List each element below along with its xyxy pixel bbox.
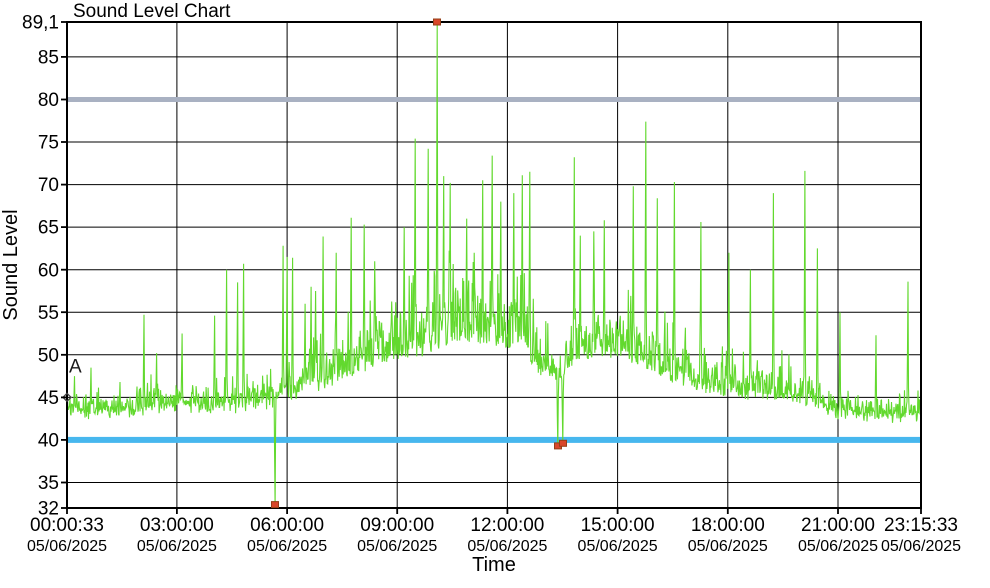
x-tick-date-label: 05/06/2025 [357,538,437,555]
lower-limit-line [67,436,921,443]
exceedance-marker[interactable] [433,18,441,26]
x-tick-time-label: 21:00:00 [801,515,875,536]
cursor-marker-icon [62,392,72,403]
x-tick-time-label: 09:00:00 [360,515,434,536]
x-tick-date-label: 05/06/2025 [137,538,217,555]
x-tick-date-label: 05/06/2025 [881,538,961,555]
x-axis-title: Time [472,554,516,576]
y-tick-label: 32 [38,499,59,520]
chart-title: Sound Level Chart [73,1,231,22]
x-tick-time-label: 15:00:00 [581,515,655,536]
x-tick-time-label: 12:00:00 [470,515,544,536]
x-tick-date-label: 05/06/2025 [578,538,658,555]
plot-area[interactable]: A [62,18,922,509]
y-axis-title: Sound Level [0,209,22,320]
x-tick-date-label: 05/06/2025 [688,538,768,555]
plot-border [66,21,922,509]
x-tick-time-label: 06:00:00 [250,515,324,536]
y-tick-label: 50 [38,345,59,366]
x-tick-date-label: 05/06/2025 [798,538,878,555]
x-tick-date-label: 05/06/2025 [247,538,327,555]
y-tick-label: 35 [38,473,59,494]
y-tick-label: 75 [38,133,59,154]
annotation-a-label: A [69,357,82,378]
y-tick-label: 60 [38,260,59,281]
x-tick-time-label: 03:00:00 [140,515,214,536]
y-tick-label: 40 [38,431,59,452]
sound-level-trace[interactable] [66,21,922,509]
x-tick-date-label: 05/06/2025 [27,538,107,555]
y-tick-label: 89,1 [22,13,59,34]
x-tick-time-label: 18:00:00 [691,515,765,536]
exceedance-marker[interactable] [559,439,567,447]
y-tick-label: 70 [38,175,59,196]
x-tick-time-label: 23:15:33 [884,515,958,536]
x-tick-time-label: 00:00:33 [30,515,104,536]
x-tick-date-label: 05/06/2025 [467,538,547,555]
y-tick-label: 65 [38,218,59,239]
exceedance-marker[interactable] [271,501,279,509]
y-tick-label: 55 [38,303,59,324]
upper-limit-line [67,97,921,102]
y-tick-label: 80 [38,90,59,111]
y-tick-label: 85 [38,48,59,69]
y-tick-label: 45 [38,388,59,409]
